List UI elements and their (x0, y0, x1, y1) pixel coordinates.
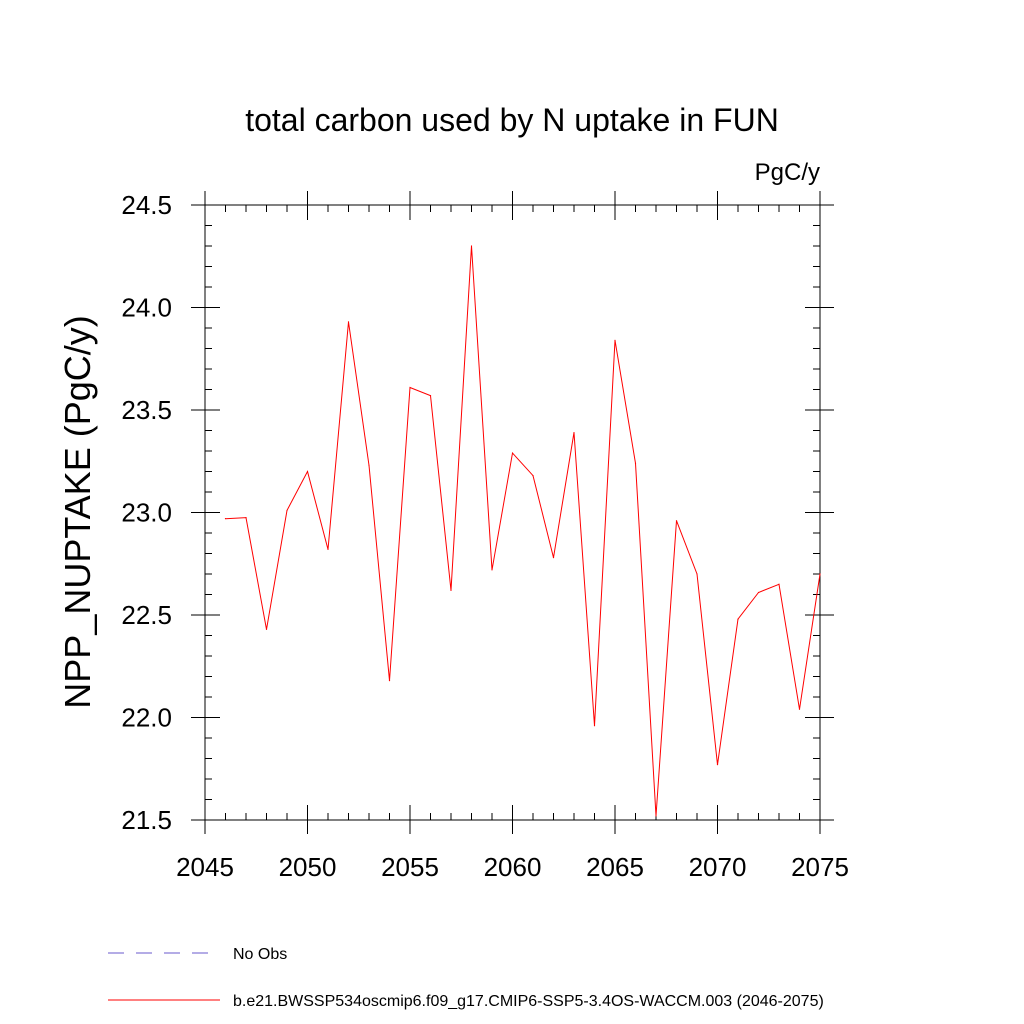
data-point (224, 518, 227, 520)
axis-tick-labels: 2045 2050 2055 2060 2065 2070 2075 21.5 22.0 22.5… (121, 190, 849, 882)
x-tick-label: 2065 (586, 852, 644, 882)
data-point (675, 520, 678, 522)
data-point (716, 764, 719, 766)
data-point (245, 517, 247, 519)
y-tick-label: 23.5 (121, 395, 172, 425)
data-point (573, 431, 575, 434)
data-point (388, 680, 391, 682)
data-point (757, 591, 760, 594)
data-point (306, 470, 309, 473)
y-tick-label: 22.0 (121, 703, 172, 733)
axis-ticks (191, 191, 834, 834)
legend: No Obs b.e21.BWSSP534oscmip6.f09_g17.CMIP… (108, 946, 824, 1010)
series-line-0 (225, 245, 821, 816)
x-tick-label: 2075 (791, 852, 849, 882)
y-tick-label: 21.5 (121, 805, 172, 835)
legend-label-0: No Obs (233, 946, 287, 963)
data-point (778, 583, 780, 585)
x-tick-label: 2050 (279, 852, 337, 882)
data-point (511, 452, 514, 454)
data-point (470, 245, 473, 247)
units-label: PgC/y (755, 159, 820, 186)
data-point (552, 557, 555, 559)
data-point (798, 708, 801, 710)
y-tick-label: 23.0 (121, 498, 172, 528)
y-tick-label: 24.0 (121, 293, 172, 323)
data-point (737, 618, 739, 620)
data-point (614, 339, 616, 341)
data-point (819, 573, 821, 575)
data-point (450, 589, 452, 592)
data-point (593, 725, 596, 727)
data-point (696, 573, 698, 575)
series-group (224, 245, 821, 817)
data-point (429, 395, 432, 397)
data-point (491, 569, 493, 571)
x-tick-label: 2070 (689, 852, 747, 882)
data-point (327, 548, 329, 551)
data-point (655, 815, 657, 817)
x-tick-label: 2045 (176, 852, 234, 882)
data-point (532, 475, 534, 477)
legend-label-1: b.e21.BWSSP534oscmip6.f09_g17.CMIP6-SSP5… (233, 993, 824, 1010)
data-point (368, 464, 370, 466)
data-point (286, 509, 288, 512)
x-tick-label: 2055 (381, 852, 439, 882)
chart-title: total carbon used by N uptake in FUN (245, 102, 779, 138)
y-tick-label: 24.5 (121, 190, 172, 220)
data-point (409, 386, 411, 389)
data-point (265, 628, 268, 630)
x-tick-label: 2060 (484, 852, 542, 882)
data-point (634, 462, 637, 464)
plot-frame (204, 204, 821, 821)
y-tick-label: 22.5 (121, 600, 172, 630)
y-axis-label: NPP_NUPTAKE (PgC/y) (57, 315, 98, 708)
data-point (347, 321, 350, 323)
